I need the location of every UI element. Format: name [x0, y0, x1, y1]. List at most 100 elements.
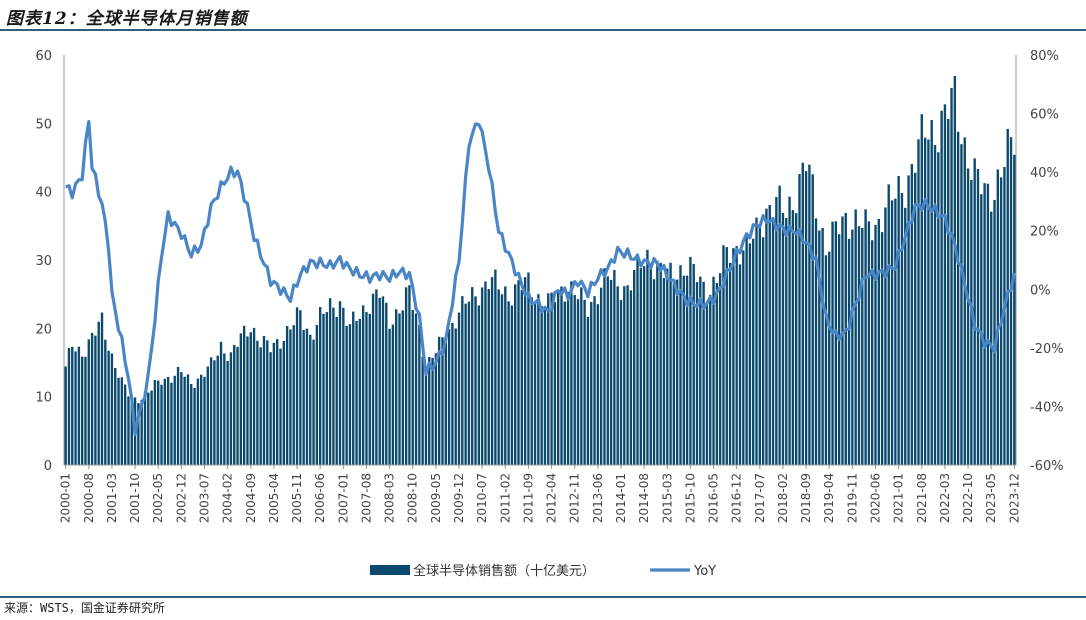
- x-axis-tick: 2009-12: [452, 473, 466, 523]
- sales-bar: [517, 280, 520, 465]
- sales-bar: [490, 277, 494, 465]
- sales-bar: [530, 297, 533, 465]
- sales-bar: [312, 339, 315, 465]
- sales-bar: [467, 301, 471, 465]
- sales-bar: [761, 237, 765, 465]
- sales-bar: [385, 302, 388, 465]
- sales-bar: [424, 370, 428, 465]
- sales-bar: [117, 377, 120, 465]
- sales-bar: [834, 221, 838, 465]
- right-axis-tick: 0%: [1030, 283, 1051, 298]
- sales-bar: [616, 286, 619, 465]
- x-axis-tick: 2023-12: [1007, 473, 1021, 523]
- sales-bar: [788, 196, 791, 466]
- sales-bar: [398, 313, 401, 465]
- sales-bar: [345, 325, 348, 465]
- sales-bar: [431, 357, 434, 465]
- sales-bar: [262, 335, 266, 465]
- sales-bar: [778, 185, 781, 465]
- x-axis-tick: 2023-05: [984, 473, 998, 523]
- sales-bar: [904, 207, 907, 465]
- sales-bar: [199, 374, 203, 465]
- sales-bar: [80, 356, 84, 465]
- sales-bar: [183, 376, 186, 465]
- sales-bar: [216, 355, 219, 465]
- x-axis-tick: 2004-02: [221, 473, 235, 523]
- sales-bar: [352, 311, 355, 465]
- x-axis-tick: 2019-04: [822, 473, 836, 523]
- sales-bar: [652, 279, 656, 465]
- source-note: 来源：WSTS，国金证券研究所: [4, 601, 165, 615]
- sales-bar: [540, 306, 543, 465]
- x-axis-tick: 2014-08: [637, 473, 651, 523]
- sales-bar: [193, 387, 196, 465]
- sales-bar: [533, 301, 537, 465]
- sales-bar: [629, 290, 633, 465]
- sales-bar: [67, 348, 71, 465]
- sales-bar: [233, 344, 236, 465]
- sales-bar: [1013, 154, 1016, 465]
- sales-bar: [428, 357, 431, 465]
- sales-bar: [259, 347, 262, 465]
- sales-bar: [768, 205, 771, 466]
- sales-bar: [966, 168, 970, 466]
- left-axis-tick: 0: [44, 459, 52, 474]
- sales-bar: [679, 265, 682, 465]
- sales-bar: [272, 342, 276, 465]
- sales-bar: [586, 316, 590, 465]
- x-axis-tick: 2003-07: [197, 473, 211, 523]
- sales-bar: [570, 281, 573, 465]
- sales-bar: [180, 372, 183, 465]
- sales-bar: [910, 164, 914, 466]
- sales-bar: [358, 318, 362, 465]
- sales-bar: [550, 292, 553, 465]
- sales-bar: [318, 307, 322, 465]
- sales-bar: [140, 399, 143, 465]
- right-axis-tick: 80%: [1030, 49, 1059, 64]
- sales-bar: [821, 227, 824, 465]
- sales-bar: [474, 296, 477, 465]
- x-axis-tick: 2015-10: [683, 473, 697, 523]
- sales-bar: [890, 200, 894, 465]
- sales-bar: [705, 304, 709, 465]
- sales-bar: [831, 221, 834, 465]
- sales-bar: [553, 302, 557, 465]
- sales-bar: [930, 119, 933, 465]
- sales-bar: [206, 366, 209, 465]
- sales-bar: [153, 380, 157, 465]
- sales-bar: [236, 346, 239, 465]
- yoy-line: [65, 119, 1016, 437]
- chart-title: 图表12：全球半导体月销售额: [6, 9, 248, 29]
- x-axis-tick: 2019-11: [845, 473, 859, 523]
- sales-bar: [457, 312, 461, 465]
- sales-bar: [765, 208, 768, 465]
- sales-bar: [388, 328, 391, 465]
- sales-bar: [599, 287, 603, 465]
- sales-bar: [543, 309, 547, 465]
- sales-bar: [305, 328, 309, 465]
- x-axis-tick: 2011-02: [498, 473, 512, 523]
- sales-bar: [880, 232, 884, 465]
- sales-bar: [295, 307, 299, 465]
- sales-bar: [441, 337, 444, 465]
- x-axis-tick: 2006-06: [313, 473, 327, 523]
- sales-bar: [170, 382, 173, 465]
- sales-bar: [335, 317, 338, 465]
- sales-bar: [874, 224, 877, 465]
- left-axis-tick: 50: [35, 117, 52, 132]
- sales-bar: [487, 289, 490, 465]
- x-axis-tick: 2021-01: [892, 473, 906, 523]
- sales-bar: [328, 298, 332, 465]
- sales-bar: [471, 287, 474, 465]
- left-axis-tick: 20: [35, 322, 52, 337]
- sales-bar: [375, 289, 378, 465]
- sales-bar: [824, 255, 828, 465]
- sales-bar: [639, 268, 643, 465]
- sales-bar: [196, 378, 200, 465]
- sales-bar: [365, 312, 368, 465]
- sales-bar: [269, 352, 272, 465]
- sales-bar: [709, 295, 712, 465]
- sales-bar: [107, 350, 110, 465]
- sales-bar: [325, 312, 328, 465]
- x-axis-tick: 2007-01: [336, 473, 350, 523]
